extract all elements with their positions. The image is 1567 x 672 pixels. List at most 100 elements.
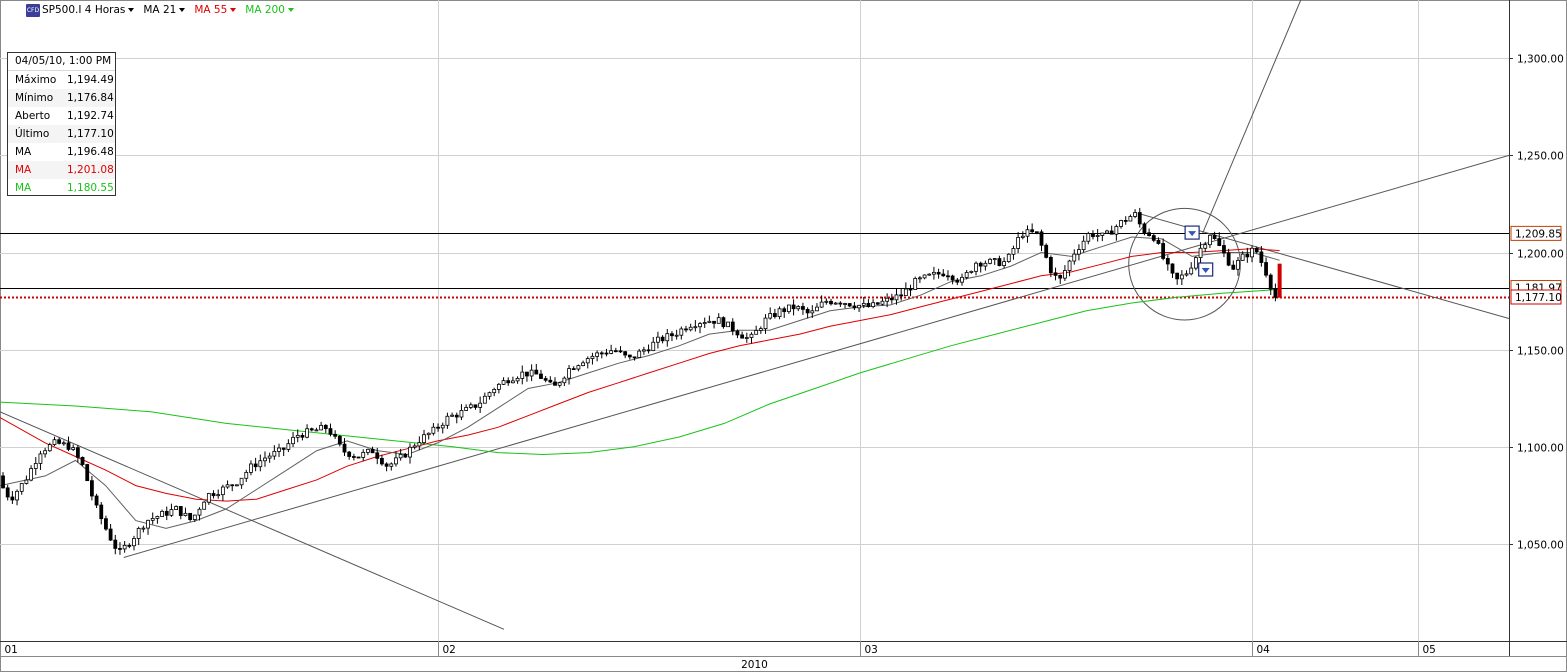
- candle-body: [1044, 244, 1049, 258]
- signal-arrow-icon: [1201, 267, 1210, 273]
- candle-body: [174, 506, 179, 510]
- candle-body: [955, 279, 960, 283]
- candle-body: [927, 273, 932, 276]
- candle-body: [1105, 230, 1109, 234]
- candle-body: [660, 336, 665, 342]
- candle-body: [777, 308, 782, 318]
- symbol-label: SP500.I 4 Horas: [42, 4, 126, 16]
- candle-body: [206, 493, 211, 503]
- row-value: 1,201.08: [67, 164, 114, 176]
- candle-body: [1123, 220, 1128, 222]
- candle-body: [122, 544, 127, 550]
- candle-body: [815, 306, 819, 312]
- symbol-selector[interactable]: SP500.I 4 Horas: [42, 4, 135, 16]
- candle-body: [932, 271, 936, 275]
- candle-body: [1137, 212, 1142, 225]
- candle-body: [277, 447, 281, 452]
- candle-body: [408, 446, 412, 458]
- candle-body: [450, 414, 454, 417]
- candle-body: [272, 450, 277, 457]
- candle-body: [553, 381, 557, 386]
- candle-body: [328, 428, 333, 435]
- candle-body: [581, 362, 585, 367]
- y-tick-label: 1,250.00: [1517, 151, 1564, 163]
- candle-body: [1072, 253, 1077, 262]
- candle-body: [702, 322, 707, 325]
- price-label-box: [1510, 225, 1562, 241]
- candle-body: [24, 479, 29, 484]
- candle-body: [291, 436, 295, 445]
- candle-body: [534, 369, 539, 375]
- candle-body: [230, 484, 235, 487]
- candle-body: [726, 321, 730, 328]
- candle-body: [216, 494, 221, 497]
- last-candle: [1277, 263, 1282, 298]
- candle-body: [1133, 212, 1137, 217]
- candle-body: [744, 337, 749, 339]
- candle-body: [623, 351, 628, 356]
- candle-body: [609, 350, 614, 354]
- candle-body: [1109, 230, 1114, 235]
- candle-body: [375, 452, 380, 459]
- candle-body: [99, 504, 104, 520]
- candle-body: [403, 453, 408, 458]
- candle-body: [787, 304, 791, 313]
- candle-body: [1250, 247, 1254, 258]
- candle-body: [1240, 253, 1245, 261]
- candle-body: [917, 277, 922, 280]
- candle-body: [721, 317, 726, 328]
- ma55-line: [0, 248, 1280, 502]
- candle-body: [384, 463, 389, 467]
- candle-body: [1091, 233, 1095, 237]
- ma55-selector[interactable]: MA 55: [194, 4, 237, 16]
- candle-body: [333, 433, 338, 437]
- candle-body: [337, 435, 342, 445]
- candle-body: [33, 463, 38, 469]
- data-window-row-ma55: MA 1,201.08: [8, 161, 115, 179]
- candle-body: [567, 368, 571, 379]
- candle-body: [1236, 259, 1240, 270]
- candle-body: [562, 377, 567, 384]
- ma200-selector[interactable]: MA 200: [245, 4, 294, 16]
- candle-body: [1151, 235, 1156, 241]
- trendline: [1202, 0, 1302, 234]
- candle-body: [188, 512, 193, 520]
- x-tick-label: 04: [1257, 644, 1271, 656]
- candle-body: [1184, 273, 1189, 276]
- y-tick-label: 1,050.00: [1517, 540, 1564, 552]
- row-label: Máximo: [15, 74, 57, 86]
- candle-body: [1063, 270, 1067, 279]
- candle-body: [997, 258, 1002, 266]
- candle-body: [889, 297, 894, 301]
- ma21-selector[interactable]: MA 21: [143, 4, 186, 16]
- candle-body: [183, 512, 188, 516]
- candle-body: [511, 380, 515, 384]
- candle-body: [370, 448, 375, 454]
- candle-body: [613, 350, 618, 353]
- candle-body: [94, 495, 99, 506]
- candle-body: [922, 274, 927, 279]
- candle-body: [351, 456, 356, 458]
- candle-body: [342, 443, 347, 453]
- candle-body: [716, 317, 721, 324]
- candle-body: [604, 352, 609, 355]
- candle-body: [833, 302, 838, 305]
- candle-body: [1081, 240, 1086, 251]
- candle-body: [974, 262, 978, 272]
- cfd-logo-icon: CFD: [26, 3, 40, 17]
- candle-body: [735, 330, 740, 336]
- candle-body: [323, 424, 328, 429]
- candle-body: [768, 313, 773, 319]
- candle-body: [950, 275, 955, 281]
- candle-body: [426, 432, 431, 436]
- candle-body: [1006, 253, 1011, 263]
- candle-body: [38, 453, 43, 464]
- candle-body: [670, 333, 674, 337]
- candle-body: [557, 382, 562, 386]
- candle-body: [988, 258, 992, 264]
- candle-body: [801, 306, 805, 310]
- candle-body: [197, 508, 202, 516]
- chevron-down-icon: [128, 8, 135, 12]
